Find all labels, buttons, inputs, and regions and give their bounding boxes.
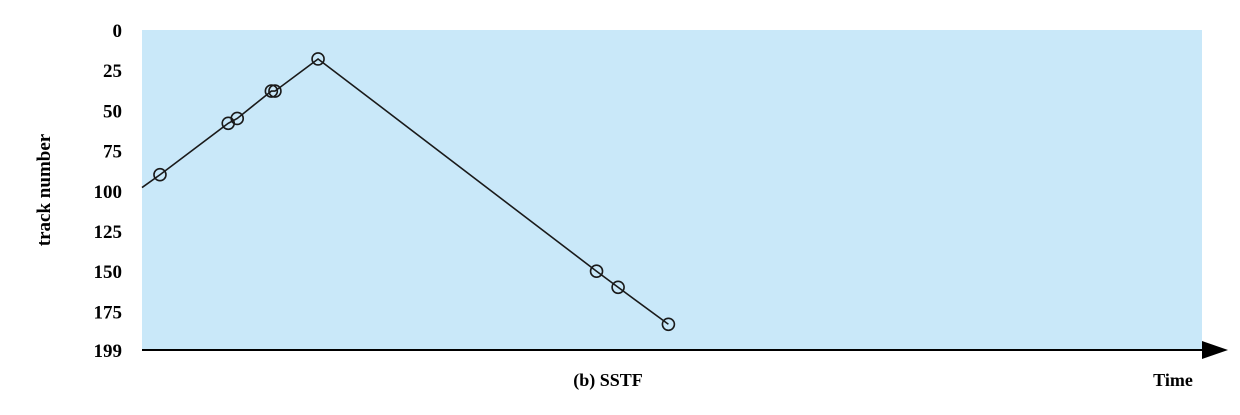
y-tick-label: 50 (103, 101, 122, 122)
y-tick-label: 150 (94, 262, 123, 283)
series-line (141, 57, 669, 325)
data-point-marker (264, 84, 279, 98)
series-group (141, 52, 676, 332)
data-point-marker (153, 167, 167, 182)
data-point-marker (230, 111, 245, 126)
x-axis-title: Time (1153, 370, 1193, 390)
y-tick-label: 0 (113, 21, 123, 42)
y-axis-title: track number (34, 133, 55, 246)
data-point-marker (611, 280, 625, 295)
data-point-marker (268, 84, 282, 98)
data-point-marker (661, 317, 676, 332)
y-tick-label: 100 (94, 182, 123, 203)
data-point-marker (311, 52, 325, 66)
y-tick-label: 125 (94, 222, 123, 243)
y-tick-label: 175 (94, 302, 123, 323)
y-axis-tick-labels: 0 25 50 75 100 125 150 175 199 (94, 21, 123, 362)
plot-area-background (142, 30, 1202, 350)
y-tick-label: 75 (103, 142, 122, 163)
chart-caption: (b) SSTF (573, 370, 643, 391)
data-point-marker (589, 264, 604, 279)
y-tick-label: 25 (103, 61, 122, 82)
x-axis-arrowhead (1202, 341, 1228, 359)
y-tick-label: 199 (94, 341, 123, 362)
